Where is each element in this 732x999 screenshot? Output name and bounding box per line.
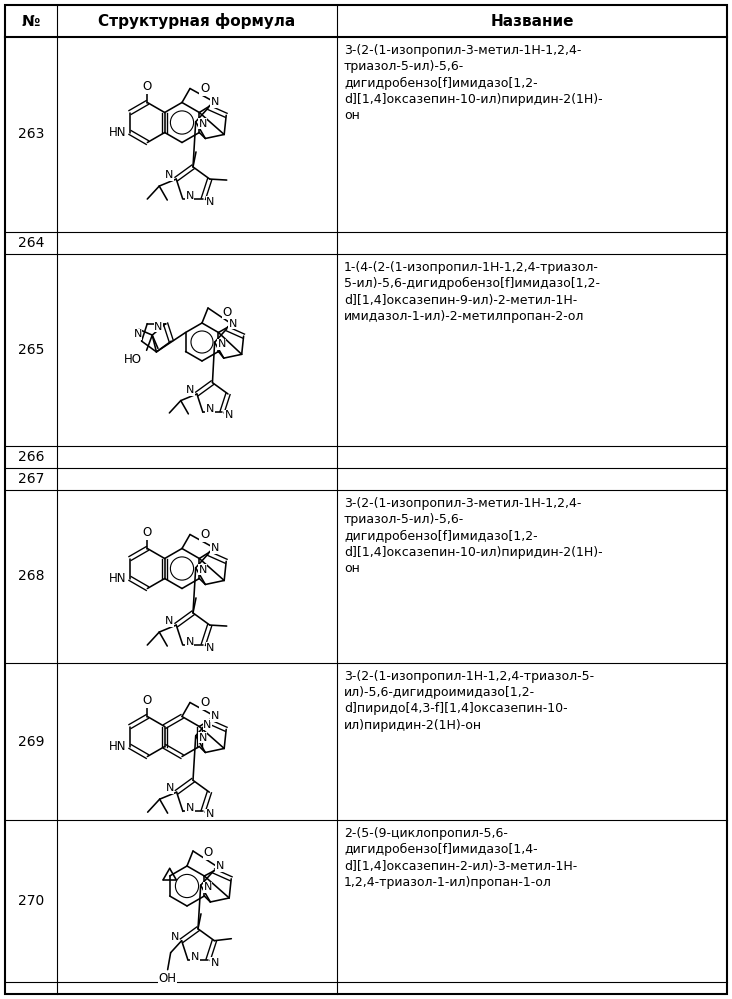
Text: N: N <box>133 329 142 339</box>
Text: N: N <box>210 98 219 108</box>
Text: O: O <box>223 306 232 319</box>
Text: N: N <box>215 861 224 871</box>
Text: N: N <box>165 616 173 626</box>
Text: N: N <box>203 882 212 892</box>
Text: 263: 263 <box>18 128 44 142</box>
Text: N: N <box>206 642 214 652</box>
Text: HN: HN <box>109 126 127 139</box>
Text: 268: 268 <box>18 569 44 583</box>
Text: 269: 269 <box>18 734 44 748</box>
Text: N: N <box>210 711 219 721</box>
Text: O: O <box>143 80 152 93</box>
Text: N: N <box>198 733 207 743</box>
Text: N: N <box>185 636 194 646</box>
Text: 2-(5-(9-циклопропил-5,6-
дигидробензо[f]имидазо[1,4-
d][1,4]оксазепин-2-ил)-3-ме: 2-(5-(9-циклопропил-5,6- дигидробензо[f]… <box>344 827 578 889</box>
Text: 3-(2-(1-изопропил-3-метил-1Н-1,2,4-
триазол-5-ил)-5,6-
дигидробензо[f]имидазо[1,: 3-(2-(1-изопропил-3-метил-1Н-1,2,4- триа… <box>344 44 602 122</box>
Text: №: № <box>22 14 40 29</box>
Text: N: N <box>171 932 179 942</box>
Text: 270: 270 <box>18 894 44 908</box>
Text: O: O <box>203 846 213 859</box>
Text: O: O <box>143 526 152 539</box>
Text: N: N <box>228 319 237 329</box>
Text: N: N <box>185 191 194 201</box>
Text: HN: HN <box>109 740 127 753</box>
Text: Название: Название <box>490 14 574 29</box>
Text: 265: 265 <box>18 343 44 357</box>
Text: O: O <box>143 694 152 707</box>
Text: O: O <box>200 528 209 541</box>
Text: 267: 267 <box>18 472 44 486</box>
Text: Структурная формула: Структурная формула <box>98 13 296 29</box>
Text: N: N <box>203 719 212 729</box>
Text: N: N <box>210 543 219 553</box>
Text: N: N <box>186 803 194 813</box>
Text: HN: HN <box>109 572 127 585</box>
Text: O: O <box>200 82 209 95</box>
Text: 1-(4-(2-(1-изопропил-1Н-1,2,4-триазол-
5-ил)-5,6-дигидробензо[f]имидазо[1,2-
d][: 1-(4-(2-(1-изопропил-1Н-1,2,4-триазол- 5… <box>344 261 600 323</box>
Text: N: N <box>154 322 163 332</box>
Text: N: N <box>198 119 207 129</box>
Text: HO: HO <box>124 354 142 367</box>
Text: N: N <box>165 783 173 793</box>
Text: N: N <box>206 809 214 819</box>
Text: N: N <box>186 385 194 395</box>
Text: 3-(2-(1-изопропил-1Н-1,2,4-триазол-5-
ил)-5,6-дигидроимидазо[1,2-
d]пиридо[4,3-f: 3-(2-(1-изопропил-1Н-1,2,4-триазол-5- ил… <box>344 670 594 731</box>
Text: N: N <box>206 405 214 415</box>
Text: OH: OH <box>159 972 176 985</box>
Text: 266: 266 <box>18 450 44 464</box>
Text: 3-(2-(1-изопропил-3-метил-1Н-1,2,4-
триазол-5-ил)-5,6-
дигидробензо[f]имидазо[1,: 3-(2-(1-изопропил-3-метил-1Н-1,2,4- триа… <box>344 497 602 574</box>
Text: N: N <box>225 411 234 421</box>
Text: N: N <box>206 197 214 207</box>
Text: N: N <box>198 564 207 574</box>
Text: N: N <box>211 958 220 968</box>
Text: 264: 264 <box>18 236 44 250</box>
Text: N: N <box>217 340 225 350</box>
Text: O: O <box>200 696 209 709</box>
Text: N: N <box>191 952 199 962</box>
Text: N: N <box>165 170 173 180</box>
